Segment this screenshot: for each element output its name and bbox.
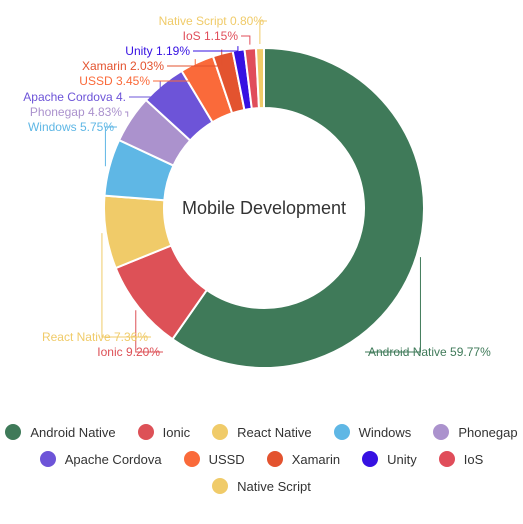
label-native-script: Native Script 0.80% xyxy=(159,14,265,28)
leader-ios xyxy=(241,35,251,45)
legend-swatch xyxy=(438,451,455,467)
legend-item-ios[interactable]: IoS xyxy=(438,451,484,467)
label-ussd: USSD 3.45% xyxy=(79,74,150,88)
chart-leader-lines xyxy=(101,20,421,353)
legend-item-windows[interactable]: Windows xyxy=(333,424,412,440)
legend-swatch xyxy=(212,424,229,440)
legend-label: Native Script xyxy=(237,478,311,494)
legend-swatch xyxy=(433,424,450,440)
legend-swatch xyxy=(5,424,22,440)
leader-native-script xyxy=(259,20,267,45)
legend-row: Native Script xyxy=(212,478,311,494)
label-ios: IoS 1.15% xyxy=(183,29,239,43)
label-xamarin: Xamarin 2.03% xyxy=(82,59,164,73)
legend-swatch xyxy=(183,451,200,467)
legend-item-ionic[interactable]: Ionic xyxy=(137,424,191,440)
leader-windows xyxy=(104,126,117,167)
label-phonegap: Phonegap 4.83% xyxy=(30,105,122,119)
label-ionic: Ionic 9.20% xyxy=(97,345,160,359)
leader-unity xyxy=(193,46,239,52)
legend-swatch xyxy=(212,478,229,494)
slice-android-native[interactable] xyxy=(171,46,425,369)
legend-row: Apache Cordova USSD Xamarin Unity IoS xyxy=(39,451,484,467)
label-android-native: Android Native 59.77% xyxy=(368,345,491,359)
legend-swatch xyxy=(39,451,56,467)
chart-title: Mobile Development xyxy=(182,198,346,218)
legend-swatch xyxy=(266,451,283,467)
leader-react-native xyxy=(101,233,151,338)
legend-label: Phonegap xyxy=(458,424,518,440)
leader-phonegap xyxy=(125,111,129,117)
leader-android-native xyxy=(365,257,421,353)
legend-row: Android Native Ionic React Native Windows Ph… xyxy=(5,424,518,440)
leader-ionic xyxy=(135,310,163,353)
legend-label: React Native xyxy=(237,424,312,440)
leader-apache-cordova xyxy=(129,81,161,98)
legend-item-react-native[interactable]: React Native xyxy=(212,424,312,440)
legend-label: Windows xyxy=(358,424,412,440)
legend-item-unity[interactable]: Unity xyxy=(362,451,417,467)
donut-chart: Android Native 59.77% Ionic 9.20%React Na… xyxy=(23,14,491,369)
legend-label: Ionic xyxy=(162,424,191,440)
legend-label: Android Native xyxy=(30,424,116,440)
legend-item-xamarin[interactable]: Xamarin xyxy=(266,451,341,467)
chart-slices xyxy=(103,46,425,369)
label-apache-cordova: Apache Cordova 4. xyxy=(23,90,126,104)
label-unity: Unity 1.19% xyxy=(125,44,190,58)
legend-label: Unity xyxy=(387,451,417,467)
legend-item-android-native[interactable]: Android Native xyxy=(5,424,116,440)
label-windows: Windows 5.75% xyxy=(28,120,114,134)
legend-item-phonegap[interactable]: Phonegap xyxy=(433,424,518,440)
label-react-native: React Native 7.36% xyxy=(42,330,148,344)
legend-swatch xyxy=(362,451,379,467)
legend-label: Apache Cordova xyxy=(64,451,162,467)
chart-slice-labels: Android Native 59.77% Ionic 9.20%React Na… xyxy=(23,14,491,359)
legend-label: Xamarin xyxy=(291,451,341,467)
legend-item-native-script[interactable]: Native Script xyxy=(212,478,311,494)
leader-xamarin xyxy=(167,49,223,67)
legend-swatch xyxy=(137,424,154,440)
chart-legend: Android Native Ionic React Native Windows Ph… xyxy=(0,424,523,494)
slice-native-script[interactable] xyxy=(254,46,265,110)
legend-label: IoS xyxy=(463,451,484,467)
legend-label: USSD xyxy=(208,451,245,467)
legend-item-ussd[interactable]: USSD xyxy=(183,451,245,467)
legend-swatch xyxy=(333,424,350,440)
legend-item-apache-cordova[interactable]: Apache Cordova xyxy=(39,451,162,467)
